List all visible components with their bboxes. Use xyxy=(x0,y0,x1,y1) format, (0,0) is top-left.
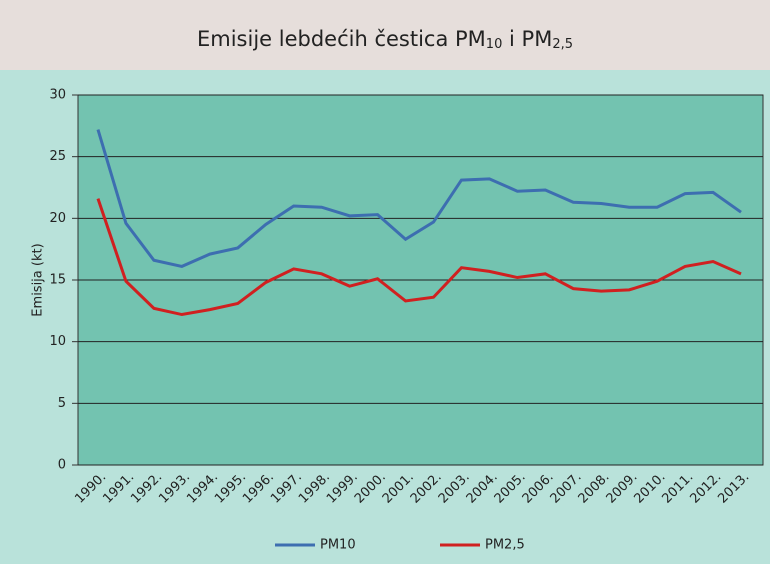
line xyxy=(96,129,742,269)
y-tick-label: 15 xyxy=(49,273,66,288)
y-tick-label: 20 xyxy=(49,211,66,226)
title-band xyxy=(0,0,770,70)
title-text: i PM xyxy=(502,27,552,51)
line xyxy=(96,198,742,317)
title-text: Emisije lebdećih čestica PM xyxy=(197,27,486,51)
y-axis-label: Emisija (kt) xyxy=(31,243,46,316)
y-tick-label: 25 xyxy=(49,149,66,164)
title-subscript: 10 xyxy=(486,37,503,52)
chart-title: Emisije lebdećih čestica PM10 i PM2,5 xyxy=(197,27,573,52)
y-tick-label: 30 xyxy=(49,88,66,103)
y-tick-label: 0 xyxy=(58,458,66,473)
legend-label: PM2,5 xyxy=(485,538,525,553)
y-tick-label: 10 xyxy=(49,334,66,349)
y-tick-label: 5 xyxy=(58,396,66,411)
title-subscript: 2,5 xyxy=(552,37,573,52)
legend-label: PM10 xyxy=(320,538,356,553)
